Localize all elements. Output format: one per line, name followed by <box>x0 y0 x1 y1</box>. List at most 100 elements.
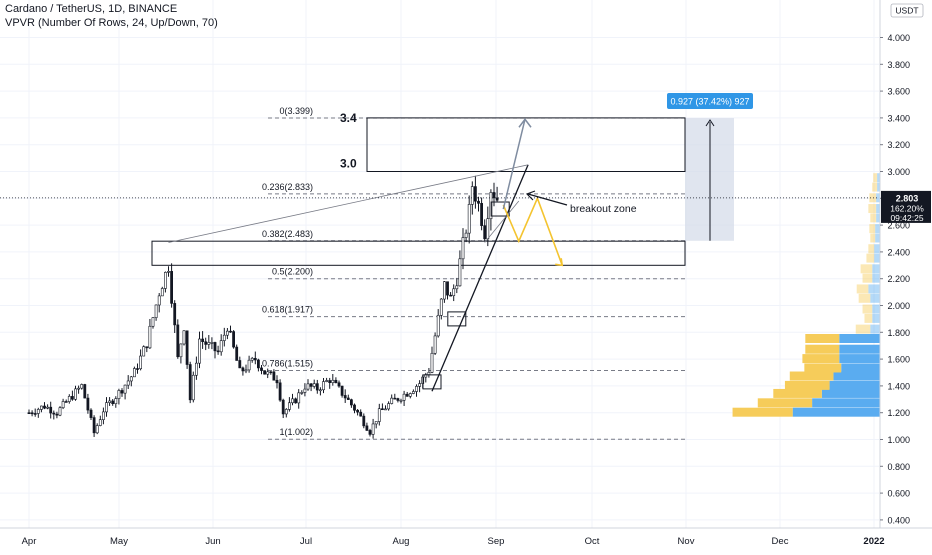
volume-bar-down <box>805 334 840 343</box>
candle-down <box>204 341 208 345</box>
candle-down <box>449 294 453 297</box>
candle-up <box>287 402 291 410</box>
candle-up <box>408 393 412 397</box>
volume-bar-up <box>875 224 880 234</box>
volume-bar-up <box>841 363 880 373</box>
candle-up <box>250 357 254 361</box>
volume-bar-up <box>839 344 880 354</box>
candle-up <box>219 340 223 353</box>
candle-up <box>61 401 65 409</box>
candle-up <box>464 232 468 238</box>
candle-down <box>71 396 74 400</box>
target-arrowhead <box>518 117 532 128</box>
candle-up <box>439 298 443 316</box>
candle-up <box>179 343 183 358</box>
candle-up <box>198 338 201 364</box>
volume-bar-up <box>877 173 880 183</box>
candle-down <box>278 382 282 401</box>
candle-up <box>312 383 316 387</box>
candle-up <box>151 317 155 327</box>
target-box <box>366 117 686 172</box>
volume-bar-down <box>789 371 834 381</box>
candle-up <box>77 387 81 390</box>
candle-up <box>399 399 403 402</box>
currency-label: USDT <box>895 6 918 16</box>
level-label-3-4: 3.4 <box>340 111 357 125</box>
time-tick-label: Apr <box>22 536 37 547</box>
volume-bar-down <box>868 204 877 214</box>
chart-title[interactable]: Cardano / TetherUS, 1D, BINANCE <box>5 3 178 15</box>
candle-down <box>393 397 397 400</box>
volume-bar-down <box>802 354 840 364</box>
candle-down <box>346 397 350 400</box>
price-tick-label: 0.800 <box>887 462 910 472</box>
wedge-line <box>168 164 529 243</box>
candle-up <box>306 383 310 390</box>
fib-level-label: 0.236(2.833) <box>262 182 313 192</box>
price-tick-label: 4.000 <box>887 33 910 43</box>
candle-down <box>272 371 276 381</box>
candle-up <box>123 384 127 394</box>
candle-down <box>281 399 285 415</box>
candle-down <box>495 197 499 201</box>
volume-bar-up <box>874 244 880 254</box>
candle-up <box>461 237 465 260</box>
volume-bar-up <box>829 380 880 390</box>
volume-bar-up <box>877 182 880 192</box>
candle-down <box>275 379 279 384</box>
candle-up <box>210 342 214 344</box>
candle-down <box>260 367 263 371</box>
candle-down <box>83 384 87 399</box>
candle-up <box>129 376 133 382</box>
candle-down <box>359 411 363 417</box>
price-tick-label: 3.200 <box>887 140 910 150</box>
candle-down <box>52 412 56 415</box>
candle-down <box>241 367 245 372</box>
volume-bar-down <box>869 193 877 203</box>
candle-up <box>291 398 294 404</box>
candle-up <box>207 342 211 345</box>
volume-bar-up <box>868 284 880 294</box>
volume-bar-down <box>856 284 869 294</box>
candle-up <box>105 402 108 413</box>
candle-down <box>365 425 369 431</box>
volume-bar-down <box>869 224 876 234</box>
candle-down <box>55 413 59 416</box>
volume-bar-down <box>862 304 873 314</box>
candle-up <box>247 359 251 371</box>
price-tick-label: 3.000 <box>887 167 910 177</box>
indicator-legend[interactable]: VPVR (Number Of Rows, 24, Up/Down, 70) <box>5 17 218 29</box>
price-axis: 4.0003.8003.6003.4003.2003.0002.8002.600… <box>879 0 932 528</box>
candle-up <box>325 380 329 382</box>
price-tick-label: 3.600 <box>887 87 910 97</box>
price-tick-label: 0.600 <box>887 489 910 499</box>
volume-bar-up <box>870 324 880 334</box>
candle-down <box>30 412 34 415</box>
volume-bar-down <box>804 363 842 373</box>
current-price-change: 162.20% <box>890 203 924 213</box>
measure-label: 0.927 (37.42%) 927 <box>670 97 749 107</box>
candle-up <box>46 406 50 409</box>
price-axis-bg <box>880 0 932 528</box>
fib-level-label: 1(1.002) <box>279 427 313 437</box>
volume-bar-up <box>872 304 880 314</box>
bar-countdown: 09:42:25 <box>890 213 923 223</box>
price-tick-label: 3.400 <box>887 113 910 123</box>
candle-down <box>477 200 480 204</box>
candle-up <box>377 408 381 422</box>
currency-badge <box>890 3 924 18</box>
candle-up <box>154 304 158 318</box>
time-tick-label: Aug <box>393 536 410 547</box>
volume-bar-down <box>870 233 876 243</box>
candle-down <box>269 371 273 374</box>
candle-down <box>473 186 477 202</box>
volume-bar-up <box>833 371 880 381</box>
candle-down <box>380 408 384 411</box>
volume-bar-down <box>862 273 873 283</box>
candle-up <box>160 288 164 297</box>
time-tick-label: Sep <box>488 536 505 547</box>
volume-bar-up <box>875 233 880 243</box>
candle-down <box>480 203 484 226</box>
